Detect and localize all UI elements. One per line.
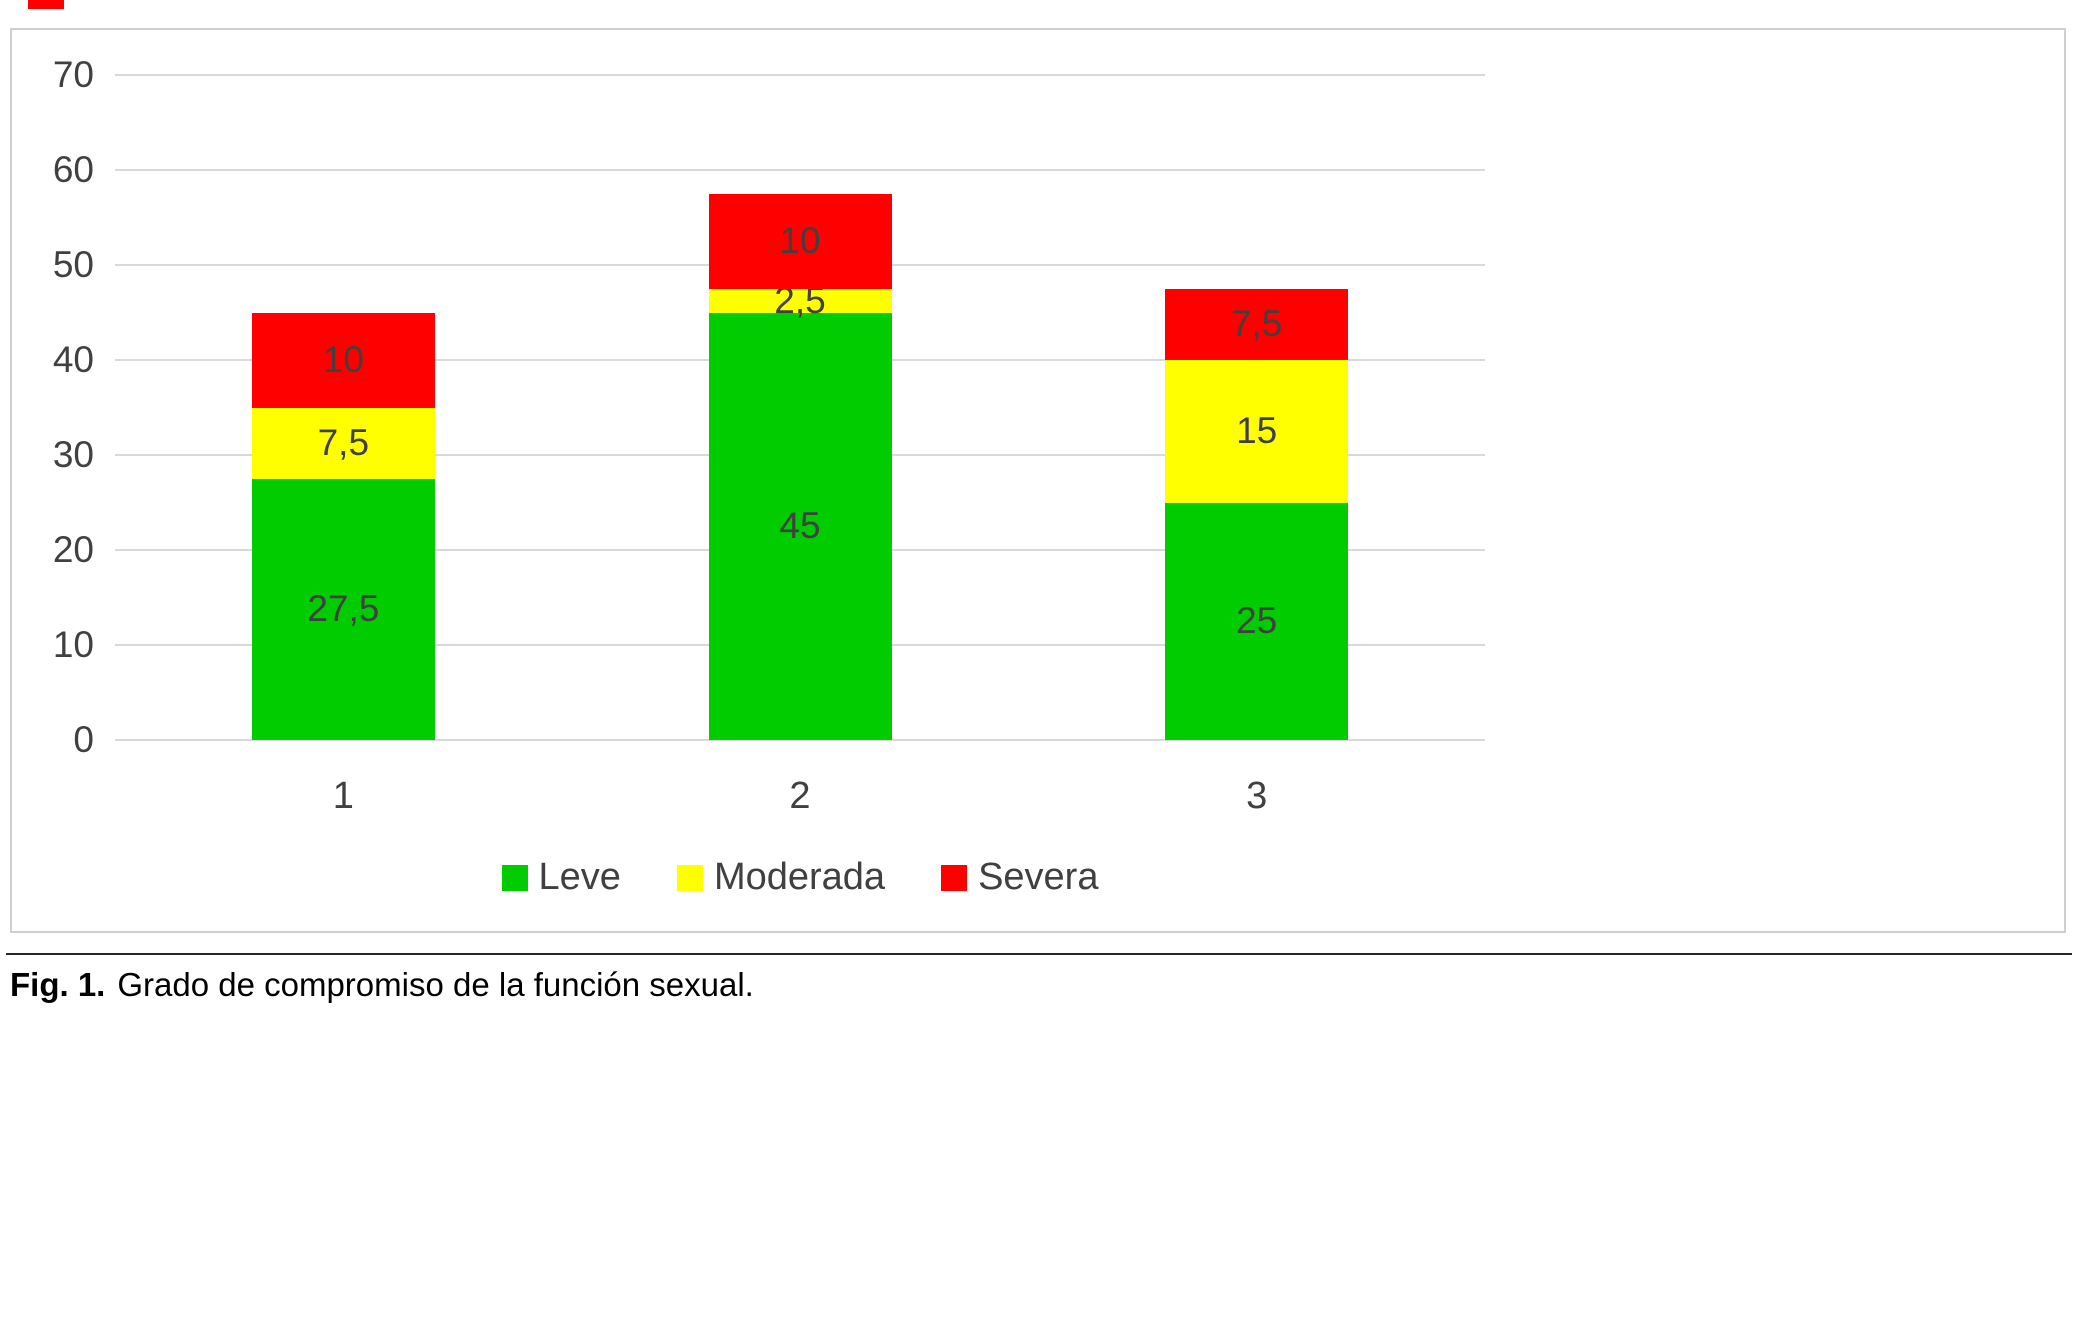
legend-swatch-icon	[676, 864, 703, 891]
bar-segment-moderada-category-2: 2,5	[708, 280, 892, 321]
data-label: 45	[779, 505, 821, 547]
y-axis-tick-label: 30	[52, 434, 94, 475]
x-axis-category-label: 3	[1246, 775, 1268, 817]
legend-item-severa: Severa	[941, 856, 1098, 899]
figure-caption: Fig. 1. Grado de compromiso de la función…	[10, 966, 754, 1004]
x-axis-category-label: 2	[789, 775, 811, 817]
bar-segment-severa-category-3: 7,5	[1165, 288, 1349, 360]
bar-segment-leve-category-1: 27,5	[251, 478, 435, 740]
data-label: 10	[779, 220, 821, 262]
data-label: 25	[1236, 600, 1278, 642]
y-axis-tick-label: 50	[52, 244, 94, 285]
data-label: 15	[1236, 410, 1278, 452]
gridline	[115, 169, 1485, 171]
y-axis-tick-label: 70	[52, 54, 94, 95]
y-axis-tick-label: 60	[52, 149, 94, 190]
bar-segment-leve-category-3: 25	[1165, 502, 1349, 740]
x-axis-category-label: 1	[332, 775, 354, 817]
red-marker-artifact	[28, 0, 64, 9]
bar-segment-severa-category-2: 10	[708, 193, 892, 289]
figure-caption-label: Fig. 1.	[10, 966, 106, 1003]
gridline	[115, 739, 1485, 741]
legend-label: Leve	[538, 856, 621, 898]
y-axis-tick-label: 0	[73, 719, 94, 760]
legend-item-leve: Leve	[501, 856, 621, 899]
data-label: 7,5	[317, 422, 370, 464]
legend-swatch-icon	[501, 864, 528, 891]
bar-segment-moderada-category-1: 7,5	[251, 407, 435, 479]
figure-caption-text: Grado de compromiso de la función sexual…	[117, 966, 754, 1003]
legend: Leve Moderada Severa	[115, 856, 1485, 899]
y-axis-tick-label: 20	[52, 529, 94, 570]
caption-divider	[6, 953, 2072, 955]
legend-swatch-icon	[941, 864, 968, 891]
bar-segment-leve-category-2: 45	[708, 312, 892, 740]
bar-segment-moderada-category-3: 15	[1165, 360, 1349, 503]
y-axis-tick-label: 10	[52, 624, 94, 665]
legend-item-moderada: Moderada	[676, 856, 886, 899]
data-label: 27,5	[307, 588, 380, 630]
chart-frame: 0 10 20 30 40 50 60 70 27,5 7,5 10 1 45 2,5 10 2 25 15 7,…	[10, 28, 2066, 933]
bar-segment-severa-category-1: 10	[251, 312, 435, 408]
legend-label: Severa	[978, 856, 1099, 898]
legend-label: Moderada	[713, 856, 886, 898]
y-axis-tick-label: 40	[52, 339, 94, 380]
data-label: 7,5	[1230, 303, 1283, 345]
gridline	[115, 74, 1485, 76]
data-label: 10	[322, 339, 364, 380]
